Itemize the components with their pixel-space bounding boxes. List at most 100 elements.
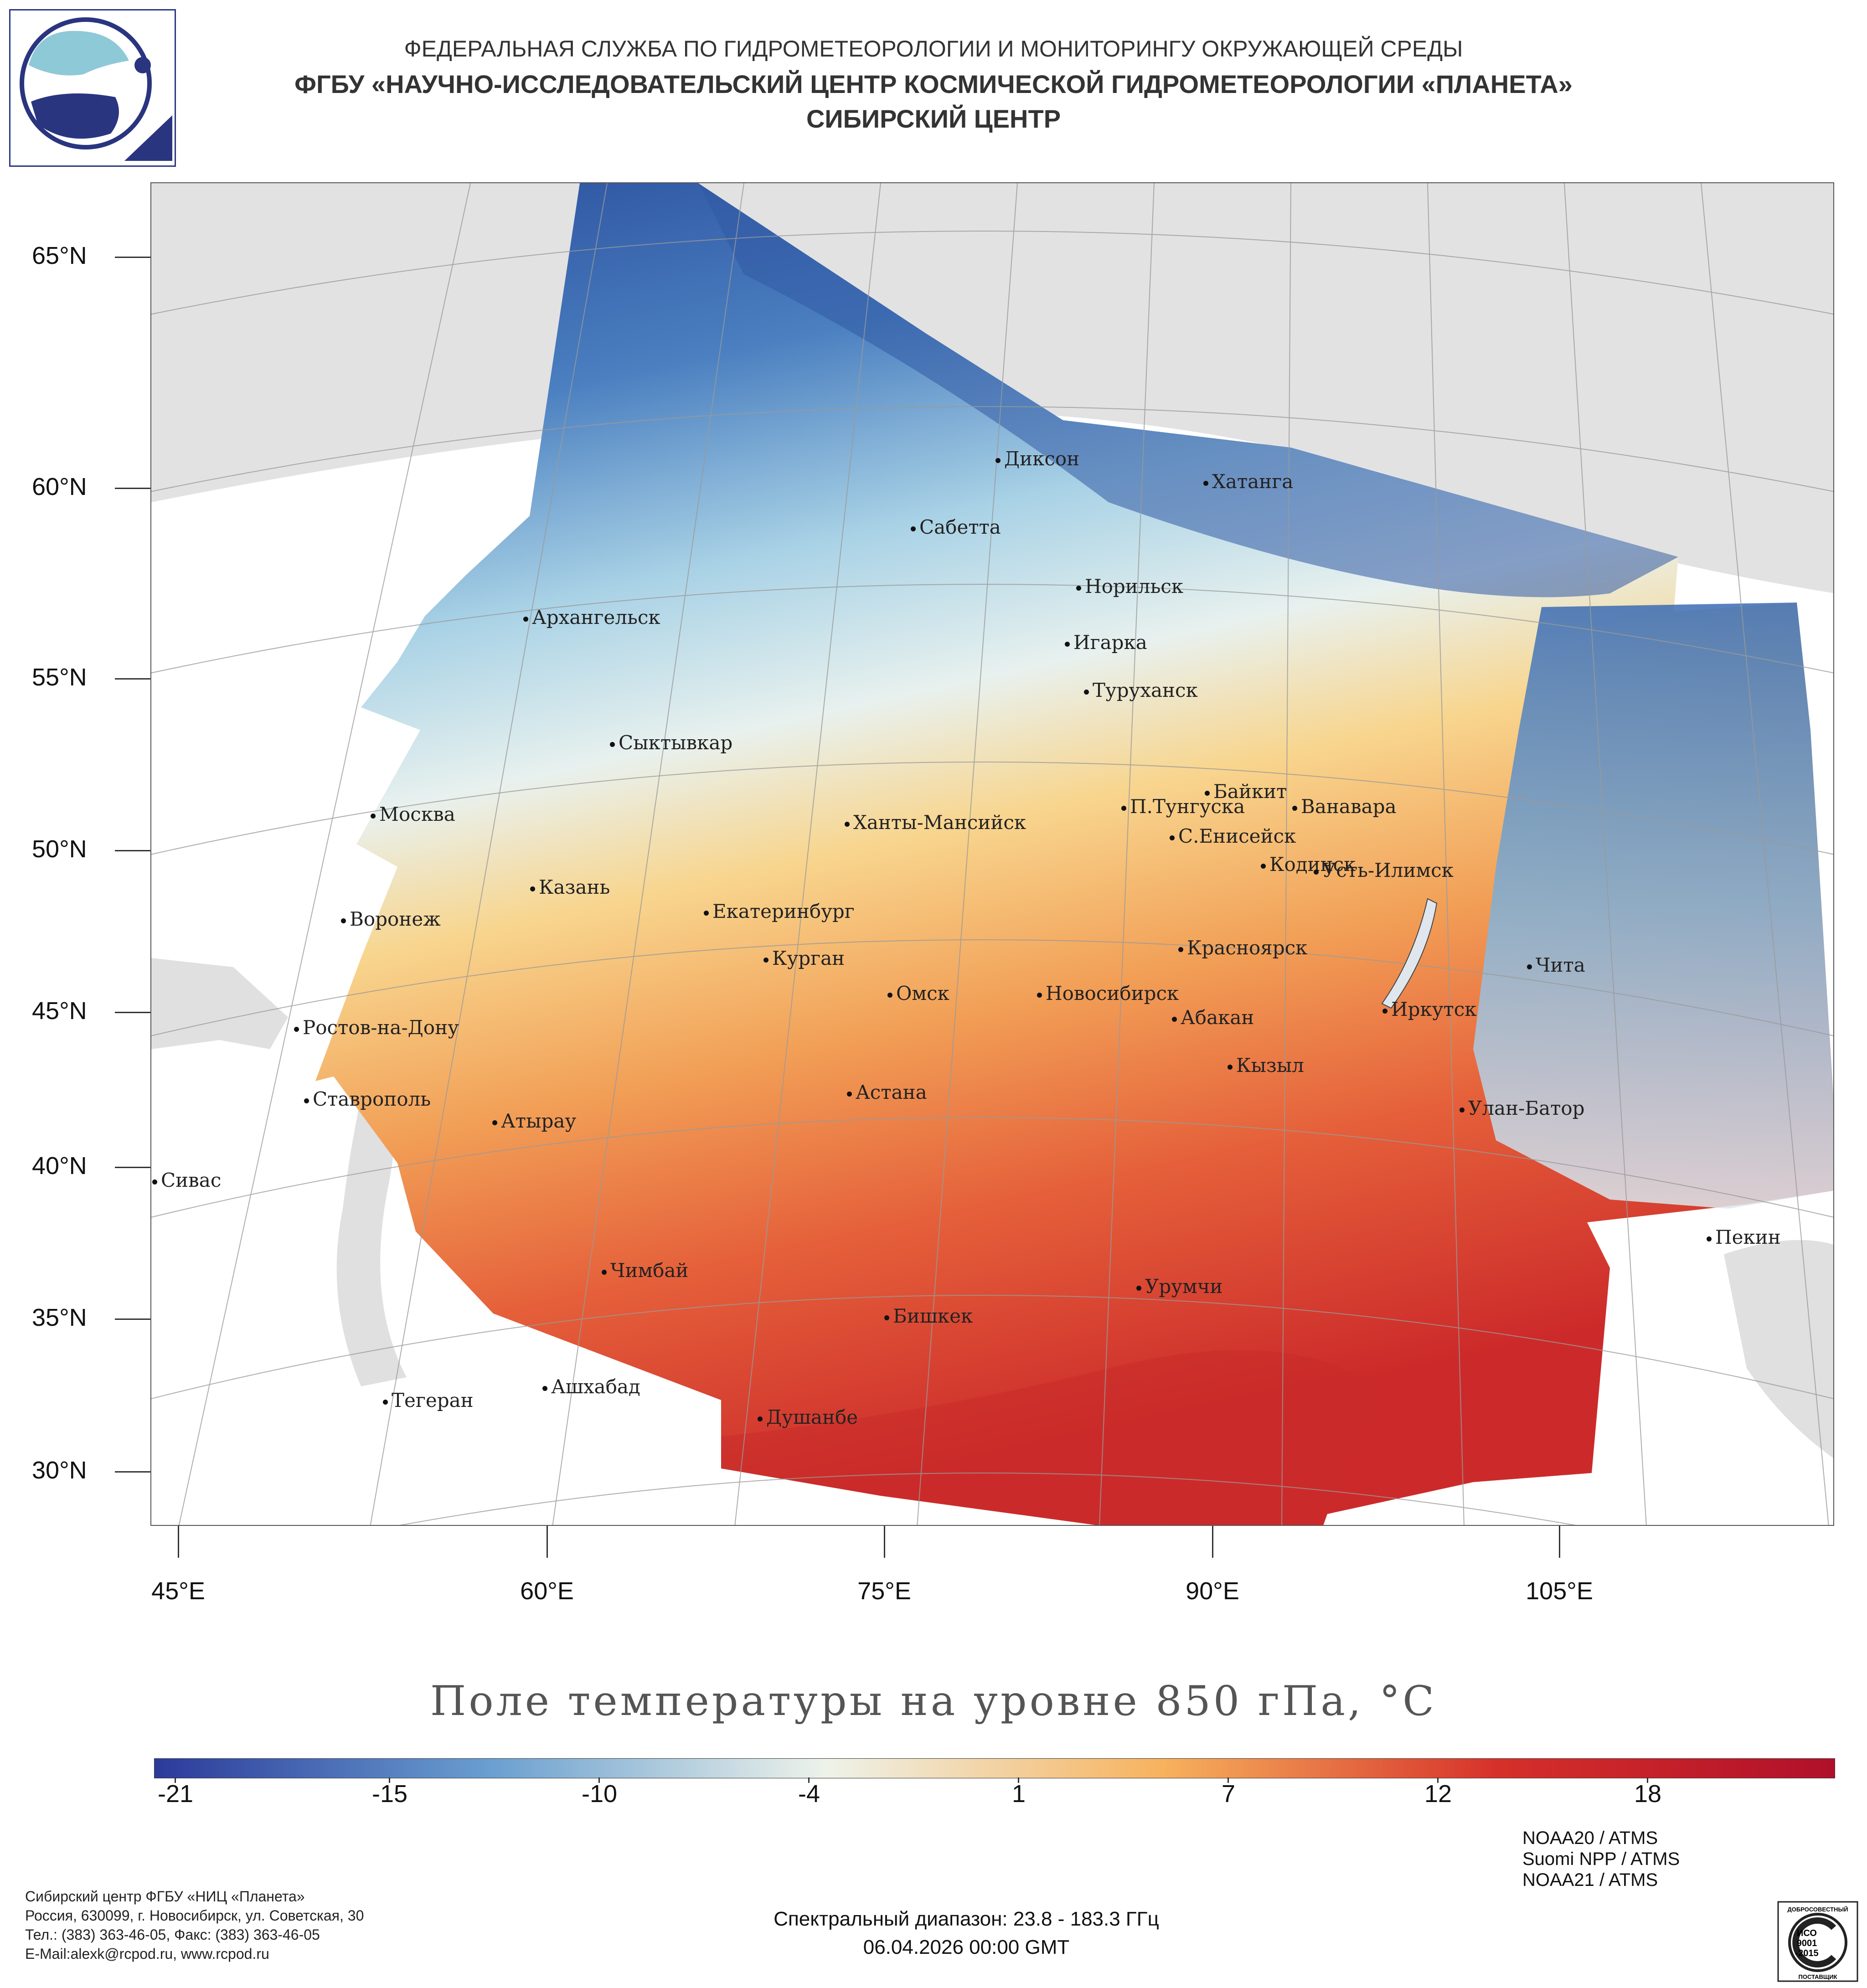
city-label: Екатеринбург bbox=[704, 900, 855, 922]
city-label: Кодинск bbox=[1261, 853, 1356, 876]
city-dot-icon bbox=[1121, 805, 1126, 811]
city-dot-icon bbox=[152, 1179, 157, 1185]
iso-badge: ДОБРОСОВЕСТНЫЙ ИСО 9001 -2015 ПОСТАВЩИК bbox=[1777, 1900, 1859, 1983]
satellite-item: Suomi NPP / ATMS bbox=[1522, 1849, 1680, 1869]
colorbar-tick bbox=[808, 1777, 810, 1783]
lat-label-35: 35°N bbox=[32, 1304, 87, 1331]
city-label: Ставрополь bbox=[304, 1088, 431, 1110]
city-label: С.Енисейск bbox=[1170, 825, 1296, 847]
city-dot-icon bbox=[1037, 992, 1042, 998]
satellite-item: NOAA20 / ATMS bbox=[1522, 1828, 1658, 1848]
city-label: Сыктывкар bbox=[610, 731, 732, 754]
city-dot-icon bbox=[1170, 835, 1175, 840]
iso-certificate-icon: ДОБРОСОВЕСТНЫЙ ИСО 9001 -2015 ПОСТАВЩИК bbox=[1777, 1901, 1858, 1982]
colorbar-label: -4 bbox=[798, 1780, 820, 1808]
city-dot-icon bbox=[1205, 790, 1210, 796]
city-label: Кызыл bbox=[1227, 1054, 1304, 1076]
iso-text-3: -2015 bbox=[1795, 1948, 1818, 1958]
city-dot-icon bbox=[383, 1399, 388, 1405]
city-label: Бишкек bbox=[884, 1305, 973, 1327]
city-label: Улан-Батор bbox=[1460, 1097, 1585, 1119]
city-label: Ростов-на-Дону bbox=[294, 1016, 459, 1039]
header-institute: ФГБУ «НАУЧНО-ИССЛЕДОВАТЕЛЬСКИЙ ЦЕНТР КОС… bbox=[294, 70, 1573, 98]
city-label: Казань bbox=[530, 876, 610, 898]
iso-text-2: 9001 bbox=[1797, 1938, 1817, 1948]
org-line: E-Mail:alexk@rcpod.ru, www.rcpod.ru bbox=[25, 1946, 269, 1962]
colorbar-label: -10 bbox=[581, 1780, 618, 1808]
lat-tick bbox=[115, 850, 150, 851]
iso-text-1: ИСО bbox=[1797, 1928, 1817, 1938]
city-dot-icon bbox=[492, 1120, 497, 1125]
city-dot-icon bbox=[1084, 689, 1089, 695]
city-label: Усть-Илимск bbox=[1314, 859, 1454, 881]
colorbar-tick bbox=[1437, 1777, 1439, 1783]
observation-datetime: 06.04.2026 00:00 GMT bbox=[863, 1936, 1070, 1958]
city-label: Архангельск bbox=[523, 606, 660, 628]
city-dot-icon bbox=[1172, 1016, 1177, 1022]
colorbar-label: 12 bbox=[1424, 1780, 1452, 1808]
city-dot-icon bbox=[847, 1091, 852, 1097]
city-dot-icon bbox=[1261, 863, 1266, 869]
org-line: Сибирский центр ФГБУ «НИЦ «Планета» bbox=[25, 1888, 305, 1905]
lat-label-50: 50°N bbox=[32, 835, 87, 863]
colorbar-tick bbox=[1227, 1777, 1229, 1783]
planeta-logo bbox=[9, 9, 176, 167]
lon-tick bbox=[178, 1526, 179, 1558]
east-swath bbox=[1473, 603, 1833, 1209]
city-dot-icon bbox=[1460, 1107, 1465, 1112]
colorbar-label: -15 bbox=[371, 1780, 408, 1808]
city-dot-icon bbox=[530, 886, 535, 891]
city-label: Хатанга bbox=[1203, 470, 1293, 493]
colorbar-label: -21 bbox=[157, 1780, 194, 1808]
city-label: Тегеран bbox=[383, 1389, 474, 1411]
city-dot-icon bbox=[1178, 947, 1183, 952]
city-dot-icon bbox=[1382, 1008, 1387, 1014]
colorbar-tick bbox=[1647, 1777, 1648, 1783]
lon-tick bbox=[1559, 1526, 1560, 1558]
colorbar-tick bbox=[175, 1777, 176, 1783]
temperature-map bbox=[150, 182, 1834, 1526]
city-label: Москва bbox=[371, 803, 455, 825]
iso-bottom-text: ПОСТАВЩИК bbox=[1799, 1973, 1837, 1980]
city-dot-icon bbox=[1707, 1236, 1712, 1241]
city-label: Туруханск bbox=[1084, 679, 1198, 701]
cold-core bbox=[698, 183, 1678, 597]
city-label: Ашхабад bbox=[542, 1375, 640, 1398]
city-dot-icon bbox=[341, 918, 346, 923]
city-label: Игарка bbox=[1065, 631, 1147, 654]
city-label: Чита bbox=[1527, 954, 1585, 976]
observation-info: Спектральный диапазон: 23.8 - 183.3 ГГц … bbox=[0, 1905, 1867, 1962]
lat-label-40: 40°N bbox=[32, 1152, 87, 1179]
colorbar-label: 7 bbox=[1221, 1780, 1236, 1808]
city-label: Новосибирск bbox=[1037, 982, 1179, 1004]
lat-tick bbox=[115, 1318, 150, 1320]
lat-label-55: 55°N bbox=[32, 664, 87, 691]
lat-tick bbox=[115, 257, 150, 258]
lon-label-75: 75°E bbox=[857, 1577, 911, 1605]
city-dot-icon bbox=[1065, 641, 1070, 647]
yellow-sea bbox=[1724, 1240, 1833, 1458]
city-label: Сабетта bbox=[911, 516, 1001, 538]
city-label: Норильск bbox=[1076, 575, 1183, 597]
lon-tick bbox=[1212, 1526, 1213, 1558]
header-center: СИБИРСКИЙ ЦЕНТР bbox=[806, 104, 1061, 133]
city-dot-icon bbox=[845, 821, 850, 827]
lat-tick bbox=[115, 1012, 150, 1013]
city-dot-icon bbox=[1203, 480, 1208, 486]
city-dot-icon bbox=[610, 742, 615, 747]
city-dot-icon bbox=[704, 910, 709, 916]
city-label: Воронеж bbox=[341, 908, 441, 930]
city-dot-icon bbox=[523, 616, 528, 622]
organization-contacts: Сибирский центр ФГБУ «НИЦ «Планета» Росс… bbox=[25, 1887, 364, 1963]
legend-title: Поле температуры на уровне 850 гПа, °C bbox=[430, 1677, 1437, 1725]
iso-top-text: ДОБРОСОВЕСТНЫЙ bbox=[1787, 1906, 1848, 1913]
lat-label-65: 65°N bbox=[32, 242, 87, 269]
colorbar-tick bbox=[1018, 1777, 1019, 1783]
colorbar-tick bbox=[389, 1777, 390, 1783]
city-dot-icon bbox=[371, 813, 376, 819]
city-dot-icon bbox=[1292, 805, 1297, 811]
city-dot-icon bbox=[602, 1269, 607, 1275]
org-line: Россия, 630099, г. Новосибирск, ул. Сове… bbox=[25, 1907, 364, 1924]
graticule bbox=[151, 183, 1833, 1525]
lon-tick bbox=[884, 1526, 885, 1558]
